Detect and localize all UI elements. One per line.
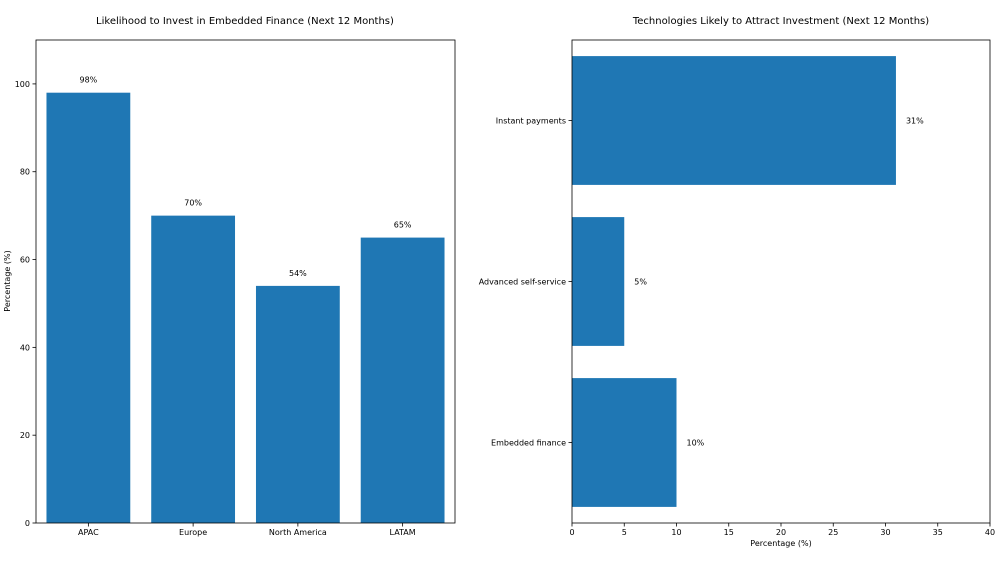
x-tick-label-europe: Europe <box>179 528 207 537</box>
y-tick-label-0: 0 <box>25 519 30 528</box>
x-tick-label-0: 0 <box>569 528 574 537</box>
y-tick-label-embedded-finance: Embedded finance <box>491 439 566 448</box>
bar-europe <box>151 215 236 524</box>
bar-value-label-embedded-finance: 10% <box>687 439 705 448</box>
x-tick-label-north-america: North America <box>269 528 327 537</box>
y-tick-label-instant-payments: Instant payments <box>496 117 566 126</box>
x-tick-label-20: 20 <box>776 528 786 537</box>
x-tick-label-5: 5 <box>622 528 627 537</box>
x-tick-label-10: 10 <box>671 528 681 537</box>
bar-latam <box>360 237 445 523</box>
x-tick-label-25: 25 <box>828 528 838 537</box>
bar-value-label-europe: 70% <box>184 199 202 208</box>
bar-value-label-latam: 65% <box>394 221 412 230</box>
bar-instant-payments <box>572 56 896 185</box>
y-tick-label-advanced-self-service: Advanced self-service <box>479 278 566 287</box>
x-tick-label-15: 15 <box>724 528 734 537</box>
y-tick-label-80: 80 <box>20 168 30 177</box>
x-tick-label-40: 40 <box>985 528 995 537</box>
bar-advanced-self-service <box>572 217 625 346</box>
left-plot-frame <box>35 39 456 524</box>
y-tick-label-20: 20 <box>20 431 30 440</box>
bar-value-label-north-america: 54% <box>289 269 307 278</box>
left-chart-title: Likelihood to Invest in Embedded Finance… <box>96 16 394 27</box>
y-tick-label-60: 60 <box>20 256 30 265</box>
right-plot-frame <box>571 39 991 524</box>
right-chart-title: Technologies Likely to Attract Investmen… <box>632 16 929 27</box>
x-tick-label-30: 30 <box>880 528 890 537</box>
bar-value-label-advanced-self-service: 5% <box>634 278 647 287</box>
y-tick-label-40: 40 <box>20 343 30 352</box>
right-x-axis-label: Percentage (%) <box>750 539 811 548</box>
y-tick-label-100: 100 <box>15 80 30 89</box>
bar-value-label-instant-payments: 31% <box>906 117 924 126</box>
x-tick-label-latam: LATAM <box>390 528 416 537</box>
bar-north-america <box>255 285 340 523</box>
left-y-axis-label: Percentage (%) <box>3 250 12 311</box>
bar-embedded-finance <box>572 378 677 507</box>
left-chart: Likelihood to Invest in Embedded Finance… <box>3 16 456 537</box>
x-tick-label-35: 35 <box>933 528 943 537</box>
bar-value-label-apac: 98% <box>79 76 97 85</box>
x-tick-label-apac: APAC <box>78 528 99 537</box>
right-chart: Technologies Likely to Attract Investmen… <box>479 16 995 548</box>
bar-apac <box>46 92 131 523</box>
